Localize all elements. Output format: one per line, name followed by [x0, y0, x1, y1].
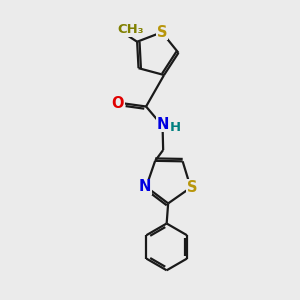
Text: S: S [187, 180, 197, 195]
Text: S: S [157, 25, 167, 40]
Text: N: N [139, 179, 151, 194]
Text: N: N [156, 117, 169, 132]
Text: O: O [112, 96, 124, 111]
Text: CH₃: CH₃ [117, 23, 144, 36]
Text: H: H [169, 121, 181, 134]
